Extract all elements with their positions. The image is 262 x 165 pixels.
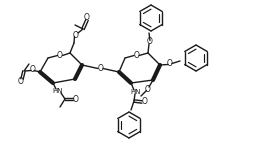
Text: O: O <box>97 64 103 73</box>
Text: O: O <box>18 77 24 86</box>
Text: HN: HN <box>131 89 141 95</box>
Text: O: O <box>145 84 151 94</box>
Text: O: O <box>167 60 173 68</box>
Text: O: O <box>134 51 139 60</box>
Text: O: O <box>73 31 79 39</box>
Text: O: O <box>30 66 36 75</box>
Text: O: O <box>141 98 148 106</box>
Text: O: O <box>57 51 63 60</box>
Text: O: O <box>84 13 90 22</box>
Text: O: O <box>73 95 78 103</box>
Text: HN: HN <box>53 88 63 94</box>
Text: O: O <box>147 37 153 47</box>
